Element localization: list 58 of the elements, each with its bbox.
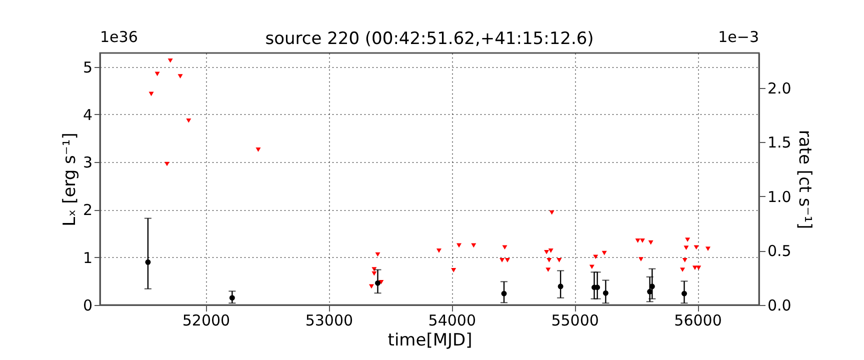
point (684, 246, 689, 250)
point (500, 258, 505, 262)
text: 1e−3 (718, 28, 759, 46)
point (546, 258, 552, 262)
point (372, 271, 377, 276)
point (640, 238, 645, 243)
point (685, 238, 690, 242)
point (436, 248, 442, 253)
point (705, 246, 710, 251)
point (549, 210, 554, 215)
point (375, 252, 380, 257)
y-axis-title: Lₓ [erg s⁻¹] (60, 132, 80, 226)
y2-tick-label: 0.0 (768, 296, 792, 314)
point (589, 264, 594, 270)
point (372, 267, 377, 272)
point (502, 245, 508, 250)
y2-axis-title: rate [ct s⁻¹] (794, 130, 814, 230)
point (648, 240, 654, 245)
x-axis-title: time[MJD] (388, 330, 472, 350)
y-tick-label: 5 (82, 58, 92, 76)
point (544, 250, 550, 254)
y2-tick-label: 0.5 (768, 242, 792, 260)
text: 1e36 (100, 28, 138, 46)
y-tick-label: 1 (82, 248, 92, 267)
point (451, 268, 456, 272)
y-tick-label: 2 (82, 201, 92, 220)
y2-tick-label: 1.0 (768, 188, 792, 206)
point (256, 148, 261, 152)
x-tick-label: 56000 (674, 312, 722, 330)
y-tick-label: 3 (82, 154, 92, 172)
point (471, 243, 476, 248)
y2-tick-label: 2.0 (768, 79, 792, 98)
x-tick-label: 52000 (182, 312, 230, 330)
point (696, 266, 702, 270)
point (546, 268, 551, 272)
point (154, 72, 160, 76)
point (593, 254, 598, 260)
point (635, 238, 640, 243)
point (638, 257, 644, 262)
point (548, 248, 554, 253)
point (682, 258, 688, 262)
x-tick-label: 54000 (428, 312, 476, 330)
point (148, 92, 154, 96)
point (164, 162, 170, 166)
point (186, 118, 192, 123)
chart-title: source 220 (00:42:51.62,+41:15:12.6) (265, 29, 594, 49)
y-tick-label: 4 (82, 106, 92, 124)
point (178, 74, 183, 79)
x-tick-label: 55000 (551, 312, 599, 330)
point (680, 268, 686, 272)
point (168, 58, 173, 63)
point (602, 250, 607, 256)
point (504, 258, 510, 262)
point (694, 245, 699, 250)
y-tick-label: 0 (82, 296, 92, 314)
point (556, 258, 562, 262)
y2-tick-label: 1.5 (768, 134, 792, 152)
x-tick-label: 53000 (305, 312, 354, 330)
